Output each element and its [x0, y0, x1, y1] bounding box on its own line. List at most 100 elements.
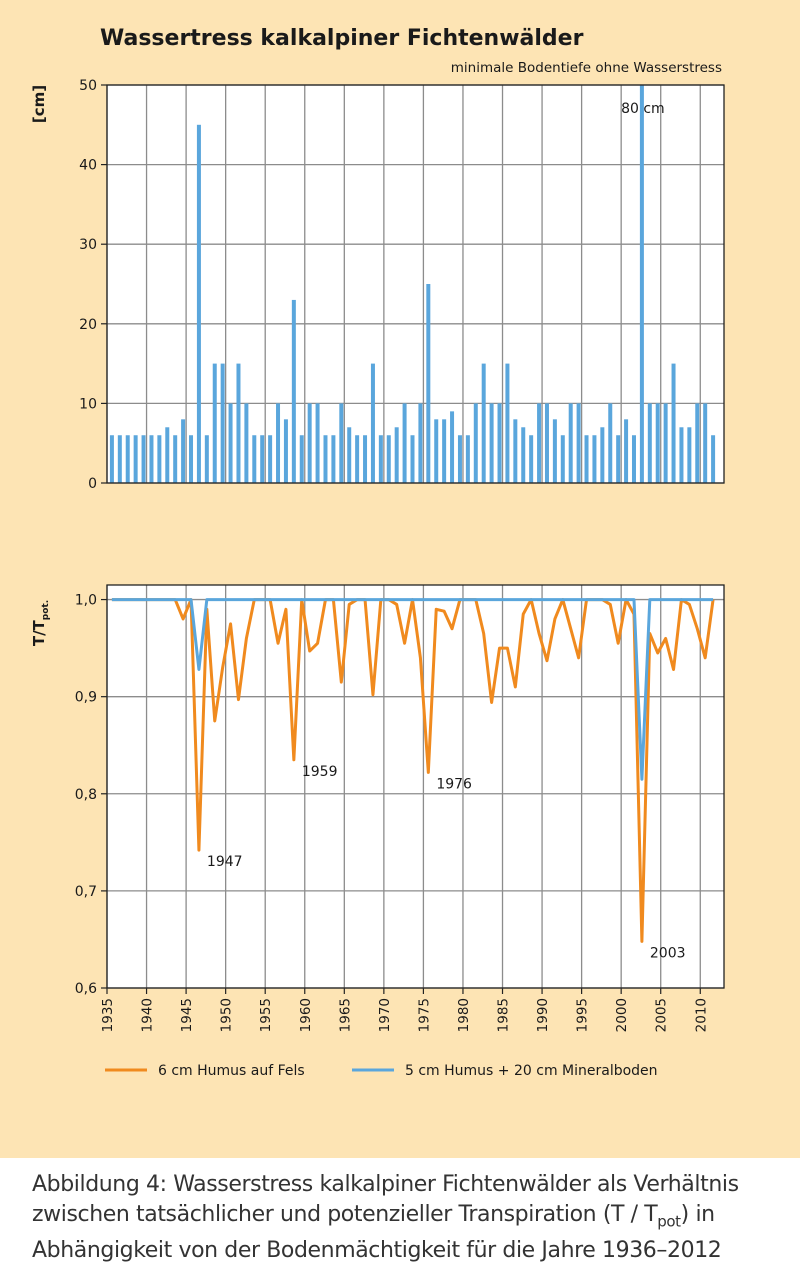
bar: [189, 435, 194, 483]
bar: [639, 85, 644, 483]
bar: [576, 403, 581, 483]
bar: [370, 363, 375, 483]
bar: [426, 284, 431, 483]
bar: [220, 363, 225, 483]
x-tick-label: 1975: [416, 998, 432, 1032]
x-tick-label: 1985: [496, 998, 512, 1032]
bar: [165, 427, 170, 483]
x-tick-label: 1965: [337, 998, 353, 1032]
y-axis-label: T/Tpot.: [30, 600, 51, 646]
bar: [212, 363, 217, 483]
bar: [465, 435, 470, 483]
bar: [347, 427, 352, 483]
plot-frame: [106, 584, 725, 989]
bar: [568, 403, 573, 483]
bar: [394, 427, 399, 483]
bar: [671, 363, 676, 483]
bar: [655, 403, 660, 483]
x-tick-label: 2005: [654, 998, 670, 1032]
bar: [299, 435, 304, 483]
y-tick-label: 30: [79, 237, 97, 253]
bar: [133, 435, 138, 483]
bars: [109, 85, 716, 483]
bar: [624, 419, 629, 483]
bar: [434, 419, 439, 483]
bar: [552, 419, 557, 483]
bar: [196, 124, 201, 483]
y-axis-label: [cm]: [30, 85, 48, 123]
annotation: 2003: [650, 945, 686, 961]
bar: [505, 363, 510, 483]
bar: [117, 435, 122, 483]
bar: [481, 363, 486, 483]
bar: [529, 435, 534, 483]
x-tick-label: 1990: [535, 998, 551, 1032]
bar: [386, 435, 391, 483]
bar: [663, 403, 668, 483]
x-tick-label: 1980: [456, 998, 472, 1032]
bar: [323, 435, 328, 483]
y-axis-label-main: T/T: [30, 619, 48, 646]
bar: [544, 403, 549, 483]
bar: [228, 403, 233, 483]
y-tick-label: 0,7: [75, 884, 97, 900]
x-tick-label: 2000: [614, 998, 630, 1032]
chart-title: Wassertress kalkalpiner Fichtenwälder: [100, 26, 584, 51]
bar: [157, 435, 162, 483]
bar: [457, 435, 462, 483]
legend-label: 6 cm Humus auf Fels: [158, 1063, 305, 1079]
bar: [363, 435, 368, 483]
bar: [315, 403, 320, 483]
chart-subtitle: minimale Bodentiefe ohne Wasserstress: [451, 60, 722, 76]
bar: [679, 427, 684, 483]
bar: [537, 403, 542, 483]
bar: [268, 435, 273, 483]
bar: [173, 435, 178, 483]
bar: [307, 403, 312, 483]
bar: [584, 435, 589, 483]
bar: [244, 403, 249, 483]
bar: [450, 411, 455, 483]
y-tick-label: 0,6: [75, 981, 97, 997]
bar: [339, 403, 344, 483]
bar: [473, 403, 478, 483]
x-tick-label: 2010: [693, 998, 709, 1032]
annotation: 1947: [207, 854, 243, 870]
y-tick-label: 1,0: [75, 593, 97, 609]
y-tick-label: 50: [79, 78, 97, 94]
bar: [647, 403, 652, 483]
x-tick-label: 1955: [258, 998, 274, 1032]
bar: [418, 403, 423, 483]
bar: [204, 435, 209, 483]
annotation: 1959: [302, 764, 338, 780]
bar: [489, 403, 494, 483]
y-tick-label: 10: [79, 396, 97, 412]
bar: [513, 419, 518, 483]
bar: [560, 435, 565, 483]
y-tick-label: 0: [88, 476, 97, 492]
bar: [276, 403, 281, 483]
caption-text: ) in Abhängigkeit von der Bodenmächtigke…: [32, 1202, 722, 1264]
legend-label: 5 cm Humus + 20 cm Mineralboden: [405, 1063, 658, 1079]
x-tick-label: 1940: [140, 998, 156, 1032]
bar: [616, 435, 621, 483]
plot-frame: [106, 84, 725, 484]
bar: [355, 435, 360, 483]
bar: [703, 403, 708, 483]
bar: [181, 419, 186, 483]
line-series: [111, 598, 714, 781]
bar: [402, 403, 407, 483]
caption-sub: pot: [657, 1212, 681, 1231]
bar: [125, 435, 130, 483]
y-tick-label: 0,9: [75, 690, 97, 706]
bar: [631, 435, 636, 483]
figure: Wassertress kalkalpiner Fichtenwälder mi…: [0, 0, 800, 1158]
bar: [695, 403, 700, 483]
bar: [291, 299, 296, 483]
x-tick-label: 1995: [575, 998, 591, 1032]
y-tick-label: 40: [79, 158, 97, 174]
bar: [442, 419, 447, 483]
bar: [109, 435, 114, 483]
bar: [600, 427, 605, 483]
